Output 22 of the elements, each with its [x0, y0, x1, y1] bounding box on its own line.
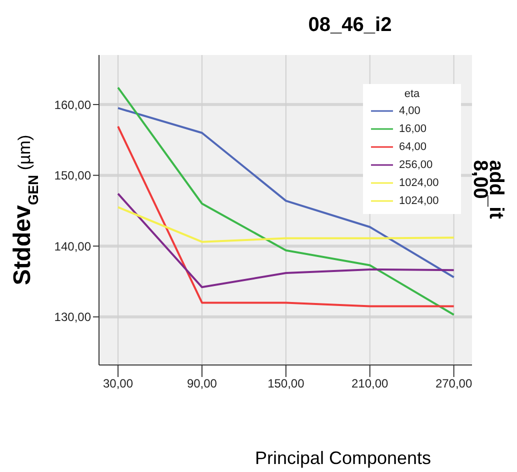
x-axis-title: Principal Components [254, 448, 432, 468]
x-tick-label: 150,00 [268, 376, 305, 391]
legend-label: 1024,00 [399, 195, 439, 207]
x-tick-label: 270,00 [435, 376, 472, 391]
legend-title: eta [403, 88, 421, 100]
y-tick-label: 150,00 [54, 168, 92, 183]
line-series [117, 206, 455, 243]
legend-label: 1024,00 [399, 177, 439, 189]
legend-label: 16,00 [399, 123, 427, 135]
chart-title: 08_46_i2 [307, 14, 393, 37]
legend-label: 256,00 [399, 159, 433, 171]
legend-label: 4,00 [399, 105, 420, 117]
line-series [117, 192, 455, 288]
y-tick-label: 140,00 [54, 239, 92, 254]
x-tick-label: 30,00 [103, 376, 134, 391]
y-tick-label: 130,00 [54, 310, 92, 324]
y-tick-label: 160,00 [54, 98, 92, 112]
line-series [117, 107, 455, 278]
x-tick-label: 90,00 [186, 376, 218, 391]
line-series [117, 86, 455, 316]
legend-label: 64,00 [399, 141, 427, 153]
x-tick-label: 210,00 [352, 376, 389, 391]
